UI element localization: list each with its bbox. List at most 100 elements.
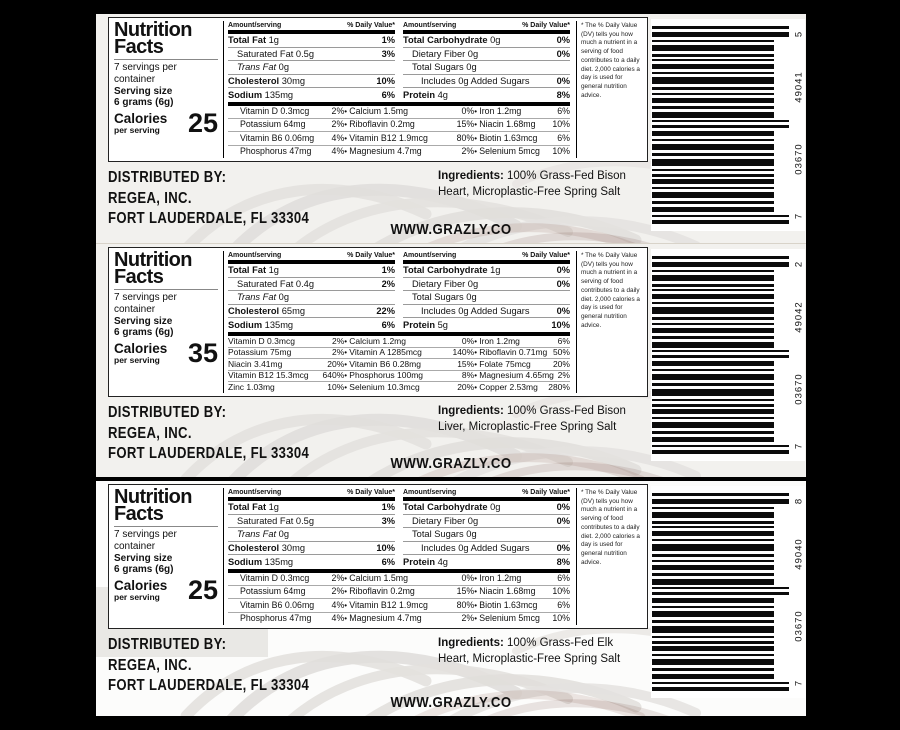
micronutrient-name: Vitamin B6 0.06mg bbox=[228, 131, 316, 144]
nutrient-amount: 0.5g bbox=[293, 48, 315, 59]
barcode-bar bbox=[652, 498, 789, 504]
micronutrient-name: • Iron 1.2mg bbox=[474, 106, 542, 118]
macro-column-left: Amount/serving % Daily Value* Total Fat … bbox=[228, 488, 395, 568]
barcode-bar bbox=[652, 531, 774, 537]
bullet-separator: • bbox=[344, 600, 350, 610]
nutrient-amount: 0g bbox=[465, 515, 479, 526]
nutrient-daily-value: 0% bbox=[556, 543, 570, 554]
nutrient-name: Includes 0g Added Sugars bbox=[421, 543, 530, 554]
barcode-bar bbox=[652, 417, 774, 420]
barcode-bar bbox=[652, 53, 774, 57]
barcode-bar bbox=[652, 388, 774, 396]
nutrient-amount: 5g bbox=[435, 319, 448, 330]
title-line-1: Nutrition bbox=[114, 486, 193, 508]
macro-rows-right: Total Carbohydrate 1g 0% Dietary Fiber 0g 0… bbox=[403, 264, 570, 331]
micronutrient-daily-value: 15% bbox=[441, 585, 475, 598]
barcode-bar bbox=[652, 539, 774, 542]
nutrient-name: Cholesterol bbox=[228, 543, 280, 554]
barcode-bar bbox=[652, 64, 774, 70]
ingredients-block: Ingredients: 100% Grass-Fed Elk Heart, M… bbox=[438, 635, 634, 697]
barcode-lead-digit: 7 bbox=[793, 212, 804, 220]
barcode-bar bbox=[652, 625, 774, 633]
micronutrient-name-text: Niacin 1.68mg bbox=[479, 119, 536, 130]
micronutrient-daily-value: 20% bbox=[315, 358, 345, 370]
nutrient-row: Sodium 135mg 6% bbox=[228, 554, 395, 568]
barcode-bar bbox=[652, 422, 774, 429]
barcode-group-lower: 03670 bbox=[793, 609, 804, 642]
nutrient-daily-value: 0% bbox=[556, 278, 570, 289]
nutrient-row: Saturated Fat 0.4g 2% bbox=[228, 276, 395, 291]
calories-value: 25 bbox=[187, 108, 218, 138]
micronutrient-name: Phosphorus 47mg bbox=[228, 144, 316, 158]
bullet-separator: • bbox=[344, 336, 350, 346]
nutrient-amount: 65mg bbox=[279, 306, 305, 317]
nutrient-amount: 0g bbox=[463, 62, 477, 73]
micronutrient-name: • Magnesium 4.7mg bbox=[344, 611, 442, 625]
macro-rows-right: Total Carbohydrate 0g 0% Dietary Fiber 0g 0… bbox=[403, 34, 570, 101]
nutrient-amount: 0g bbox=[487, 35, 501, 46]
micronutrient-name-text: Vitamin B6 0.28mg bbox=[349, 358, 421, 369]
barcode-bar bbox=[652, 307, 774, 315]
title-divider bbox=[114, 289, 218, 290]
barcode-bar bbox=[652, 572, 774, 576]
nutrient-row: Total Carbohydrate 1g 0% bbox=[403, 264, 570, 277]
nutrient-amount: 0.5g bbox=[293, 515, 315, 526]
nutrient-amount: 30mg bbox=[279, 76, 305, 87]
nutrient-name: Trans Fat bbox=[237, 292, 277, 303]
bullet-separator: • bbox=[474, 600, 480, 610]
barcode-bar bbox=[652, 39, 774, 42]
nutrient-row: Saturated Fat 0.5g 3% bbox=[228, 46, 395, 61]
header-rule bbox=[403, 260, 570, 264]
nutrition-facts-title: Nutrition Facts bbox=[114, 250, 218, 287]
micronutrient-name: Vitamin B12 15.3mcg bbox=[228, 369, 316, 382]
barcode-bar bbox=[652, 201, 774, 205]
column-header: Amount/serving % Daily Value* bbox=[403, 488, 570, 497]
nutrient-amount: 1g bbox=[266, 35, 279, 46]
label-strips-container: Nutrition Facts 7 servings per container… bbox=[96, 14, 806, 716]
nutrient-name: Total Carbohydrate bbox=[403, 35, 488, 46]
title-divider bbox=[114, 59, 218, 60]
micronutrient-name: • Vitamin B12 1.9mcg bbox=[344, 131, 442, 144]
nutrient-table: Amount/serving % Daily Value* Total Fat … bbox=[224, 251, 574, 393]
micronutrient-name: Zinc 1.03mg bbox=[228, 381, 316, 393]
bullet-separator: • bbox=[474, 613, 480, 623]
daily-value-footnote: * The % Daily Value (DV) tells you how m… bbox=[576, 21, 644, 158]
column-header: Amount/serving % Daily Value* bbox=[228, 21, 395, 30]
column-header: Amount/serving % Daily Value* bbox=[228, 488, 395, 497]
ingredients-label: Ingredients: bbox=[438, 636, 504, 649]
macro-column-right: Amount/serving % Daily Value* Total Carb… bbox=[403, 488, 570, 568]
calories-row: Calories per serving 25 bbox=[114, 577, 218, 604]
bullet-separator: • bbox=[474, 359, 480, 369]
barcode-bar bbox=[652, 87, 774, 91]
macro-column-left: Amount/serving % Daily Value* Total Fat … bbox=[228, 251, 395, 331]
nutrient-row: Cholesterol 65mg 22% bbox=[228, 303, 395, 318]
nutrition-facts-panel: Nutrition Facts 7 servings per container… bbox=[108, 17, 648, 162]
barcode-bars bbox=[652, 26, 789, 224]
serving-size-label: Serving size bbox=[114, 316, 173, 327]
barcode-bar bbox=[652, 59, 774, 62]
macro-column-left: Amount/serving % Daily Value* Total Fat … bbox=[228, 21, 395, 101]
barcode-bar bbox=[652, 646, 774, 652]
micronutrient-name-text: Niacin 1.68mg bbox=[479, 586, 536, 597]
barcode-bar bbox=[652, 598, 774, 604]
nutrient-daily-value: 6% bbox=[381, 556, 395, 567]
serving-size-label: Serving size bbox=[114, 553, 173, 564]
column-header: Amount/serving % Daily Value* bbox=[403, 21, 570, 30]
bullet-separator: • bbox=[344, 120, 350, 130]
barcode-bar bbox=[652, 520, 774, 524]
barcode-bar bbox=[652, 674, 774, 680]
nutrient-name: Saturated Fat bbox=[237, 48, 294, 59]
daily-value-header: % Daily Value* bbox=[347, 252, 395, 259]
nutrition-facts-panel: Nutrition Facts 7 servings per container… bbox=[108, 484, 648, 629]
micronutrient-name: Vitamin B6 0.06mg bbox=[228, 598, 316, 611]
nutrient-daily-value: 8% bbox=[556, 89, 570, 100]
barcode-digits: 5 49041 03670 7 bbox=[792, 26, 805, 224]
barcode-bar bbox=[652, 686, 789, 691]
header-rule bbox=[228, 30, 395, 34]
product-label-strip: Nutrition Facts 7 servings per container… bbox=[96, 14, 806, 244]
barcode-bar bbox=[652, 382, 774, 386]
micronutrient-name-text: Vitamin B12 1.9mcg bbox=[349, 599, 428, 610]
barcode-group-lower: 03670 bbox=[793, 372, 804, 405]
nutrient-daily-value: 10% bbox=[551, 319, 570, 330]
label-layout: Nutrition Facts 7 servings per container… bbox=[96, 481, 806, 697]
